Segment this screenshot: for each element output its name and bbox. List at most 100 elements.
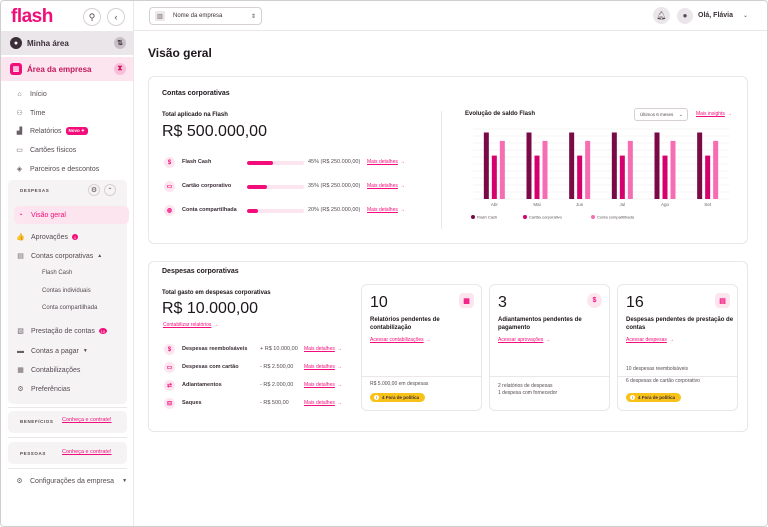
period-select[interactable]: Últimos 6 meses ⌄ — [634, 108, 688, 121]
people-group: PESSOAS Conheça e contrate! — [8, 442, 127, 464]
bar-conta-compartilhada[interactable] — [499, 140, 505, 199]
company-account-switch[interactable]: ▥ Área da empresa ⧗ — [1, 57, 133, 81]
account-row-label: Conta compartilhada — [182, 207, 237, 213]
link-label: Mais detalhes — [367, 183, 398, 189]
bar-conta-compartilhada[interactable] — [713, 140, 719, 199]
divider — [8, 437, 127, 438]
shared-account-icon: ◍ — [164, 205, 175, 216]
bar-cartão-corporativo[interactable] — [619, 155, 625, 199]
bar-cartão-corporativo[interactable] — [577, 155, 583, 199]
link-label: Mais insights — [696, 111, 725, 117]
company-account-label: Área da empresa — [27, 64, 92, 74]
bar-flash-cash[interactable] — [611, 132, 617, 200]
link-label: Mais detalhes — [367, 159, 398, 165]
gear-icon: ⚙ — [16, 478, 23, 485]
arrow-right-icon: → — [336, 400, 342, 406]
sidebar-subitem-contas-individuais[interactable]: Contas individuais — [42, 288, 91, 294]
pending-card-link[interactable]: Acessar despesas → — [626, 337, 674, 343]
link-label: Mais detalhes — [304, 346, 335, 352]
sidebar-item-label: Contas corporativas — [31, 252, 94, 260]
sidebar-item-aprovacoes[interactable]: 👍 Aprovações 1 — [16, 231, 78, 243]
bar-flash-cash[interactable] — [654, 132, 660, 200]
sidebar-item-contabilizacoes[interactable]: ▦ Contabilizações — [16, 364, 80, 376]
sidebar-item-relatorios[interactable]: ▟ Relatórios Novo ✦ — [15, 125, 88, 137]
bar-flash-cash[interactable] — [483, 132, 489, 200]
arrow-right-icon: → — [213, 322, 219, 328]
sidebar-item-prestacao[interactable]: ▧ Prestação de contas 10 — [16, 325, 107, 337]
sidebar-item-preferencias[interactable]: ⚙ Preferências — [16, 383, 70, 395]
pending-count: 16 — [626, 294, 644, 311]
sidebar-item-contas-corporativas[interactable]: ▤ Contas corporativas ▲ — [16, 250, 102, 262]
account-details-link[interactable]: Mais detalhes → — [367, 159, 405, 165]
benefits-link[interactable]: Conheça e contrate! — [62, 417, 112, 423]
account-share-fill — [247, 209, 259, 213]
arrow-right-icon: → — [399, 159, 405, 165]
sidebar-item-cartoes[interactable]: ▭ Cartões físicos — [15, 144, 76, 156]
bar-cartão-corporativo[interactable] — [491, 155, 497, 199]
bar-cartão-corporativo[interactable] — [534, 155, 540, 199]
sidebar-subitem-flash-cash[interactable]: Flash Cash — [42, 270, 73, 276]
bar-flash-cash[interactable] — [569, 132, 575, 200]
sidebar-item-time[interactable]: ⚇ Time — [15, 107, 45, 119]
user-menu[interactable]: ● Olá, Flávia ⌄ — [677, 7, 748, 24]
accounting-link[interactable]: Contabilizar relatórios → — [163, 322, 218, 328]
account-details-link[interactable]: Mais detalhes → — [367, 207, 405, 213]
search-button[interactable]: ⚲ — [83, 8, 101, 26]
sidebar-subitem-conta-compartilhada[interactable]: Conta compartilhada — [42, 305, 98, 311]
arrow-right-icon: → — [545, 337, 551, 343]
sidebar-item-label: Contas a pagar — [31, 347, 79, 355]
chevron-left-icon: ‹ — [114, 12, 118, 22]
calculator-icon: ▦ — [17, 367, 24, 374]
expenses-settings-button[interactable]: ⚙ — [88, 184, 100, 196]
expense-details-link[interactable]: Mais detalhes → — [304, 346, 342, 352]
caret-down-icon: ▼ — [122, 478, 128, 484]
collapse-sidebar-button[interactable]: ‹ — [107, 8, 125, 26]
expenses-collapse-button[interactable]: ⌃ — [104, 184, 116, 196]
link-label: Mais detalhes — [304, 400, 335, 406]
arrow-right-icon: → — [399, 207, 405, 213]
account-share-bar — [247, 161, 304, 165]
corporate-accounts-title: Contas corporativas — [162, 90, 230, 97]
bar-cartão-corporativo[interactable] — [705, 155, 711, 199]
expense-row-label: Adiantamentos — [182, 382, 222, 388]
page-title: Visão geral — [148, 46, 212, 60]
expense-row-amount: - R$ 2.500,00 — [260, 364, 294, 370]
sidebar-item-contas-pagar[interactable]: ▬ Contas a pagar ▼ — [16, 345, 88, 357]
pending-card-footer: 2 relatórios de despesas — [498, 383, 553, 389]
pending-card-link[interactable]: Acessar contabilizações → — [370, 337, 431, 343]
search-icon: ⚲ — [88, 11, 96, 22]
wallet-icon: ▤ — [17, 253, 24, 260]
bar-conta-compartilhada[interactable] — [627, 140, 633, 199]
personal-account-switch[interactable]: ● Minha área ⇅ — [1, 31, 133, 55]
bar-cartão-corporativo[interactable] — [662, 155, 668, 199]
bar-flash-cash[interactable] — [697, 132, 703, 200]
account-details-link[interactable]: Mais detalhes → — [367, 183, 405, 189]
total-spent-label: Total gasto em despesas corporativas — [162, 290, 271, 296]
sidebar-item-company-settings[interactable]: ⚙ Configurações da empresa ▼ — [15, 475, 127, 487]
expense-row-label: Despesas com cartão — [182, 364, 239, 370]
expense-details-link[interactable]: Mais detalhes → — [304, 400, 342, 406]
bar-conta-compartilhada[interactable] — [542, 140, 548, 199]
approvals-count-badge: 1 — [71, 234, 78, 240]
bar-conta-compartilhada[interactable] — [670, 140, 676, 199]
company-select[interactable]: ▥ Nome da empresa ⇕ — [149, 7, 262, 25]
pending-card-title: Adiantamentos pendentes de pagamento — [498, 317, 582, 331]
expense-details-link[interactable]: Mais detalhes → — [304, 382, 342, 388]
arrow-right-icon: → — [399, 183, 405, 189]
sidebar-item-inicio[interactable]: ⌂ Início — [15, 88, 46, 100]
pending-card-link[interactable]: Acessar aprovações → — [498, 337, 550, 343]
sidebar-item-parceiros[interactable]: ◈ Parceiros e descontos — [15, 163, 99, 175]
insights-link[interactable]: Mais insights → — [696, 111, 732, 117]
people-link[interactable]: Conheça e contrate! — [62, 449, 112, 455]
pending-card-title: Despesas pendentes de prestação de conta… — [626, 317, 734, 331]
link-label: Contabilizar relatórios — [163, 322, 212, 328]
bar-flash-cash[interactable] — [526, 132, 532, 200]
bar-conta-compartilhada[interactable] — [585, 140, 591, 199]
benefits-group: BENEFÍCIOS Conheça e contrate! — [8, 411, 127, 433]
expense-details-link[interactable]: Mais detalhes → — [304, 364, 342, 370]
sidebar-item-visao-geral[interactable]: ◔ Visão geral — [14, 206, 129, 224]
sidebar-item-label: Parceiros e descontos — [30, 165, 100, 173]
notifications-button[interactable]: 🔔︎ — [653, 7, 670, 24]
user-greeting: Olá, Flávia — [698, 12, 734, 19]
